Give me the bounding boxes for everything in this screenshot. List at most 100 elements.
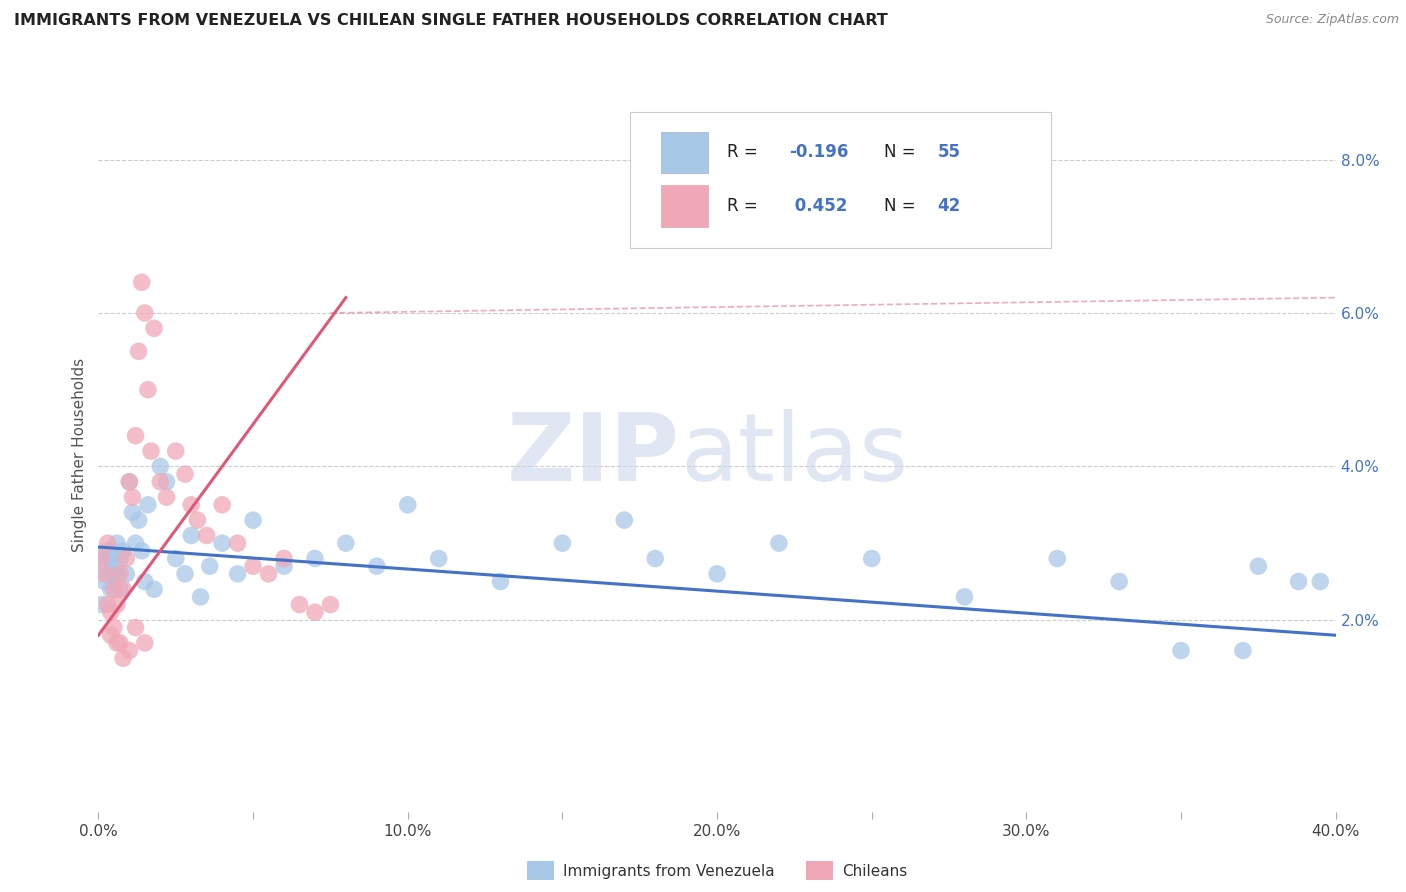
- Point: [108, 566, 131, 581]
- Point: [190, 590, 212, 604]
- Point: [1170, 643, 1192, 657]
- Point: [124, 536, 146, 550]
- Point: [257, 566, 280, 581]
- Point: [134, 306, 156, 320]
- Point: [105, 598, 128, 612]
- Point: [112, 582, 135, 597]
- Point: [139, 444, 162, 458]
- Point: [551, 536, 574, 550]
- Point: [304, 605, 326, 619]
- Point: [211, 536, 233, 550]
- Point: [186, 513, 208, 527]
- Text: N =: N =: [884, 144, 921, 161]
- Point: [93, 566, 115, 581]
- Text: ZIP: ZIP: [508, 409, 681, 501]
- Point: [174, 467, 197, 482]
- Point: [1247, 559, 1270, 574]
- Point: [1046, 551, 1069, 566]
- Legend: Immigrants from Venezuela, Chileans: Immigrants from Venezuela, Chileans: [520, 855, 914, 886]
- Point: [288, 598, 311, 612]
- Point: [97, 536, 120, 550]
- Point: [226, 536, 249, 550]
- Point: [195, 528, 218, 542]
- Point: [174, 566, 197, 581]
- Point: [108, 636, 131, 650]
- Point: [165, 444, 187, 458]
- Point: [143, 582, 166, 597]
- Point: [108, 551, 131, 566]
- Point: [335, 536, 357, 550]
- Point: [115, 551, 138, 566]
- Point: [105, 566, 128, 581]
- Point: [165, 551, 187, 566]
- Point: [427, 551, 450, 566]
- Point: [149, 475, 172, 489]
- Point: [90, 598, 112, 612]
- Point: [1288, 574, 1310, 589]
- Point: [118, 643, 141, 657]
- FancyBboxPatch shape: [630, 112, 1052, 248]
- Point: [319, 598, 342, 612]
- Point: [155, 475, 177, 489]
- Point: [180, 528, 202, 542]
- Point: [118, 475, 141, 489]
- Point: [180, 498, 202, 512]
- Point: [768, 536, 790, 550]
- Y-axis label: Single Father Households: Single Father Households: [72, 358, 87, 552]
- Point: [90, 548, 112, 562]
- Point: [1309, 574, 1331, 589]
- Point: [124, 428, 146, 442]
- Point: [134, 636, 156, 650]
- Point: [105, 536, 128, 550]
- Point: [273, 551, 295, 566]
- Point: [128, 344, 150, 359]
- Point: [396, 498, 419, 512]
- Point: [304, 551, 326, 566]
- Point: [273, 559, 295, 574]
- Point: [1232, 643, 1254, 657]
- Point: [131, 544, 153, 558]
- Point: [100, 551, 122, 566]
- Point: [103, 582, 125, 597]
- Point: [103, 574, 125, 589]
- Point: [100, 628, 122, 642]
- Point: [128, 513, 150, 527]
- Point: [953, 590, 976, 604]
- Point: [100, 582, 122, 597]
- Point: [155, 490, 177, 504]
- Point: [136, 498, 159, 512]
- Text: -0.196: -0.196: [789, 144, 848, 161]
- Text: 55: 55: [938, 144, 960, 161]
- Point: [93, 574, 115, 589]
- Point: [242, 513, 264, 527]
- Text: IMMIGRANTS FROM VENEZUELA VS CHILEAN SINGLE FATHER HOUSEHOLDS CORRELATION CHART: IMMIGRANTS FROM VENEZUELA VS CHILEAN SIN…: [14, 13, 887, 29]
- Point: [366, 559, 388, 574]
- Point: [242, 559, 264, 574]
- Text: 0.452: 0.452: [789, 197, 848, 215]
- Point: [112, 544, 135, 558]
- Point: [124, 621, 146, 635]
- Point: [1108, 574, 1130, 589]
- Point: [226, 566, 249, 581]
- Point: [103, 621, 125, 635]
- Point: [131, 275, 153, 289]
- Text: R =: R =: [727, 144, 763, 161]
- Point: [136, 383, 159, 397]
- Point: [97, 544, 120, 558]
- Point: [489, 574, 512, 589]
- Point: [115, 566, 138, 581]
- Point: [134, 574, 156, 589]
- Point: [149, 459, 172, 474]
- Text: N =: N =: [884, 197, 921, 215]
- Point: [118, 475, 141, 489]
- Point: [211, 498, 233, 512]
- Point: [860, 551, 883, 566]
- Point: [143, 321, 166, 335]
- Text: 42: 42: [938, 197, 960, 215]
- Point: [93, 559, 115, 574]
- Point: [97, 598, 120, 612]
- FancyBboxPatch shape: [661, 186, 709, 227]
- Point: [90, 551, 112, 566]
- Point: [97, 566, 120, 581]
- Point: [105, 636, 128, 650]
